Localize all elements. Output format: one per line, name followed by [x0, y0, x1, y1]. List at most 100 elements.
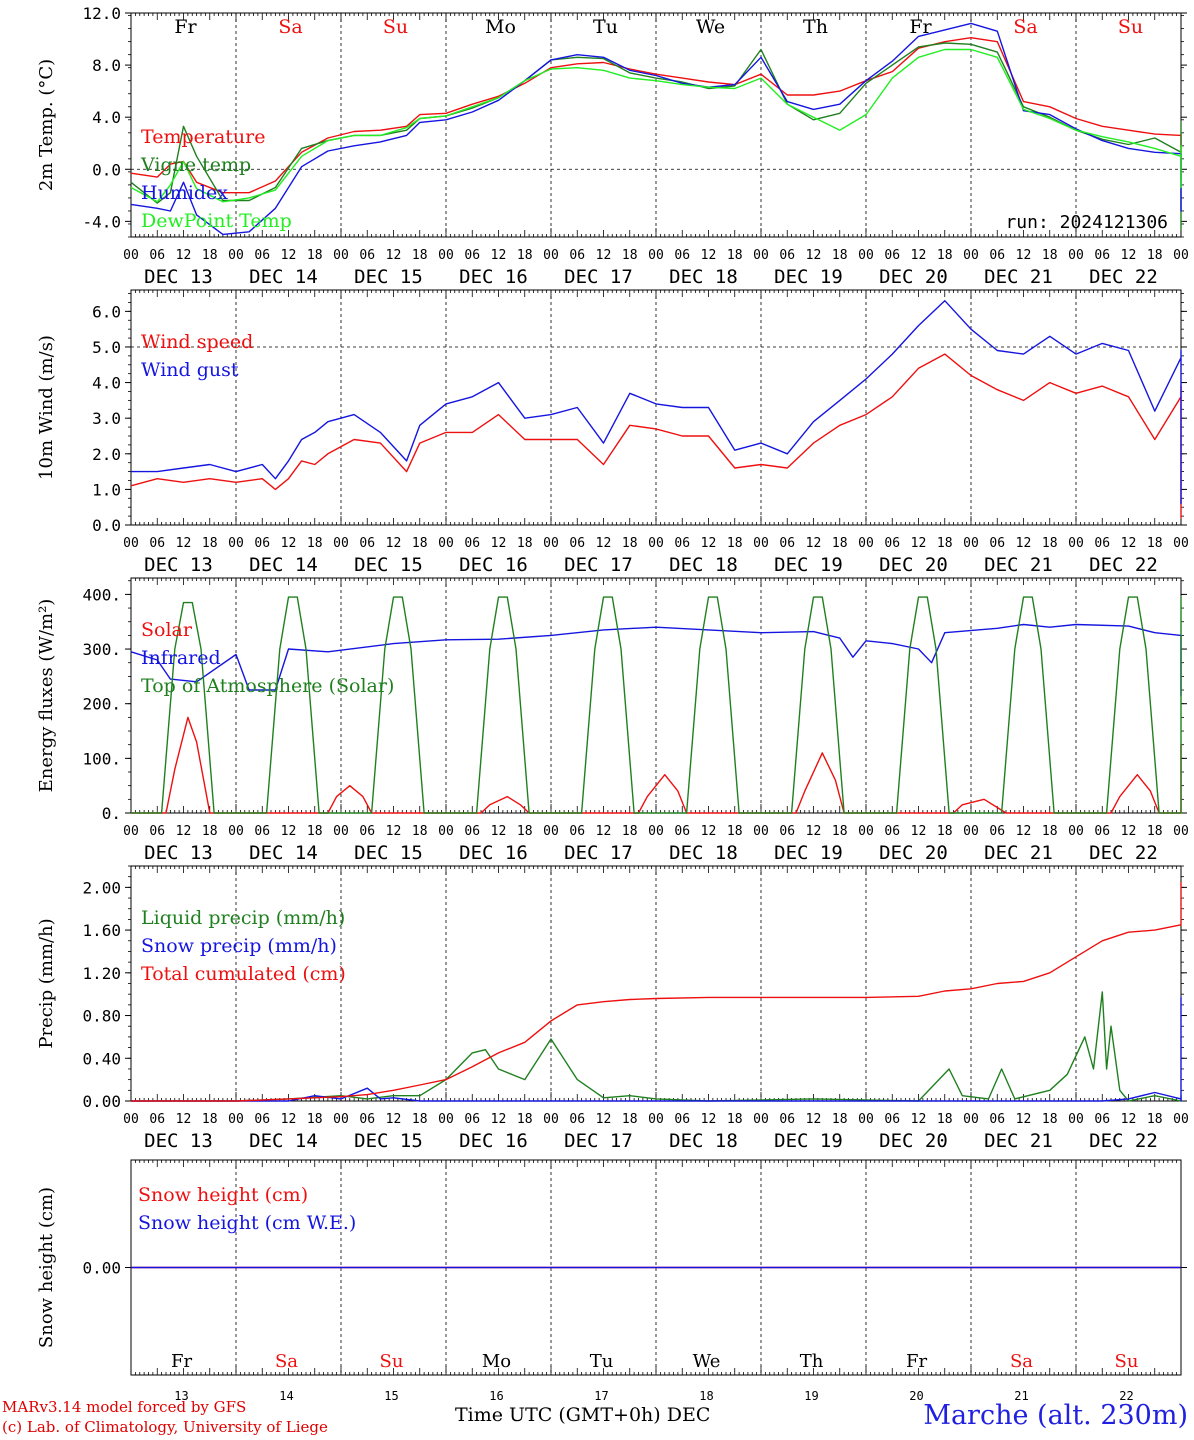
x-hour-label: 18 [622, 248, 638, 263]
x-hour-label: 12 [911, 1112, 927, 1127]
x-day-number: 18 [699, 1389, 713, 1403]
x-hour-label: 06 [464, 248, 480, 263]
x-hour-label: 18 [937, 248, 953, 263]
x-hour-label: 00 [543, 536, 559, 551]
y-axis-title: Energy fluxes (W/m²) [36, 599, 57, 793]
x-hour-label: 06 [569, 248, 585, 263]
day-of-week-label: Fr [906, 1351, 927, 1372]
legend-entry: Temperature [141, 126, 265, 148]
x-hour-label: 00 [963, 824, 979, 839]
day-of-week-label: Sa [278, 16, 302, 38]
x-hour-label: 12 [176, 536, 192, 551]
legend-entry: Solar [141, 619, 193, 641]
x-hour-label: 00 [648, 536, 664, 551]
x-hour-label: 18 [517, 248, 533, 263]
x-hour-label: 12 [1121, 824, 1137, 839]
x-hour-label: 06 [674, 824, 690, 839]
x-date-label: DEC 16 [459, 842, 528, 864]
legend-entry: Vigne temp [140, 154, 251, 176]
day-of-week-label: Su [380, 1351, 404, 1372]
x-hour-label: 00 [648, 248, 664, 263]
x-hour-label: 00 [963, 1112, 979, 1127]
y-tick-label: 1.0 [92, 480, 121, 499]
x-hour-label: 12 [1016, 1112, 1032, 1127]
series-line-dewpoint-temp [130, 48, 1182, 203]
x-hour-label: 12 [281, 536, 297, 551]
x-hour-label: 18 [1042, 824, 1058, 839]
x-hour-label: 18 [307, 824, 323, 839]
x-hour-label: 06 [569, 1112, 585, 1127]
x-hour-label: 12 [596, 536, 612, 551]
x-hour-label: 00 [438, 248, 454, 263]
x-date-label: DEC 22 [1089, 554, 1158, 576]
x-hour-label: 00 [123, 248, 139, 263]
x-date-label: DEC 22 [1089, 842, 1158, 864]
x-day-number: 16 [489, 1389, 503, 1403]
series-line-snow-precip-mm-h- [131, 996, 1182, 1102]
x-date-label: DEC 17 [564, 842, 633, 864]
x-hour-label: 06 [884, 536, 900, 551]
day-of-week-label: Sa [1010, 1351, 1033, 1372]
x-hour-label: 18 [1147, 1112, 1163, 1127]
legend-entry: Wind gust [141, 359, 239, 381]
x-hour-label: 00 [438, 824, 454, 839]
x-hour-label: 12 [281, 1112, 297, 1127]
x-day-number: 14 [279, 1389, 293, 1403]
y-tick-label: 2.0 [92, 445, 121, 464]
day-of-week-label: Th [803, 16, 828, 38]
x-date-label: DEC 14 [249, 266, 318, 288]
x-date-label: DEC 20 [879, 842, 948, 864]
x-date-label: DEC 17 [564, 1130, 633, 1152]
day-of-week-label: Su [1118, 16, 1143, 38]
x-hour-label: 06 [359, 536, 375, 551]
x-hour-label: 18 [937, 536, 953, 551]
x-hour-label: 12 [806, 824, 822, 839]
x-hour-label: 00 [858, 824, 874, 839]
x-hour-label: 06 [989, 824, 1005, 839]
y-tick-label: 8.0 [92, 56, 121, 75]
x-hour-label: 12 [491, 536, 507, 551]
x-hour-label: 12 [1016, 824, 1032, 839]
x-hour-label: 06 [779, 248, 795, 263]
x-hour-label: 00 [1068, 1112, 1084, 1127]
x-axis-title: Time UTC (GMT+0h) DEC [455, 1404, 710, 1426]
y-tick-label: 100. [82, 749, 121, 768]
legend-entry: Snow height (cm) [138, 1184, 308, 1206]
x-hour-label: 18 [727, 1112, 743, 1127]
x-date-label: DEC 14 [249, 554, 318, 576]
day-of-week-label: We [693, 1351, 721, 1372]
x-hour-label: 00 [858, 1112, 874, 1127]
x-hour-label: 12 [1121, 248, 1137, 263]
x-hour-label: 12 [701, 248, 717, 263]
x-hour-label: 06 [779, 536, 795, 551]
run-label: run: 2024121306 [1005, 212, 1168, 233]
x-hour-label: 12 [806, 248, 822, 263]
x-hour-label: 18 [832, 1112, 848, 1127]
x-hour-label: 00 [1173, 1112, 1189, 1127]
x-hour-label: 00 [228, 248, 244, 263]
y-tick-label: 0. [102, 804, 121, 823]
x-hour-label: 12 [911, 536, 927, 551]
x-hour-label: 06 [359, 248, 375, 263]
x-hour-label: 06 [989, 536, 1005, 551]
y-tick-label: 0.0 [92, 516, 121, 535]
x-date-label: DEC 17 [564, 554, 633, 576]
x-hour-label: 00 [228, 1112, 244, 1127]
x-date-label: DEC 13 [144, 1130, 213, 1152]
x-hour-label: 12 [1016, 536, 1032, 551]
x-hour-label: 00 [123, 536, 139, 551]
x-hour-label: 06 [674, 536, 690, 551]
day-of-week-label: Fr [909, 16, 932, 38]
x-hour-label: 06 [674, 1112, 690, 1127]
x-hour-label: 18 [517, 824, 533, 839]
x-hour-label: 00 [543, 248, 559, 263]
y-tick-label: 0.00 [82, 1092, 121, 1111]
x-date-label: DEC 17 [564, 266, 633, 288]
legend-entry: Wind speed [141, 331, 253, 353]
x-date-label: DEC 21 [984, 1130, 1053, 1152]
x-hour-label: 06 [1094, 1112, 1110, 1127]
x-hour-label: 12 [386, 536, 402, 551]
x-hour-label: 12 [701, 1112, 717, 1127]
x-hour-label: 06 [149, 536, 165, 551]
x-hour-label: 06 [149, 248, 165, 263]
